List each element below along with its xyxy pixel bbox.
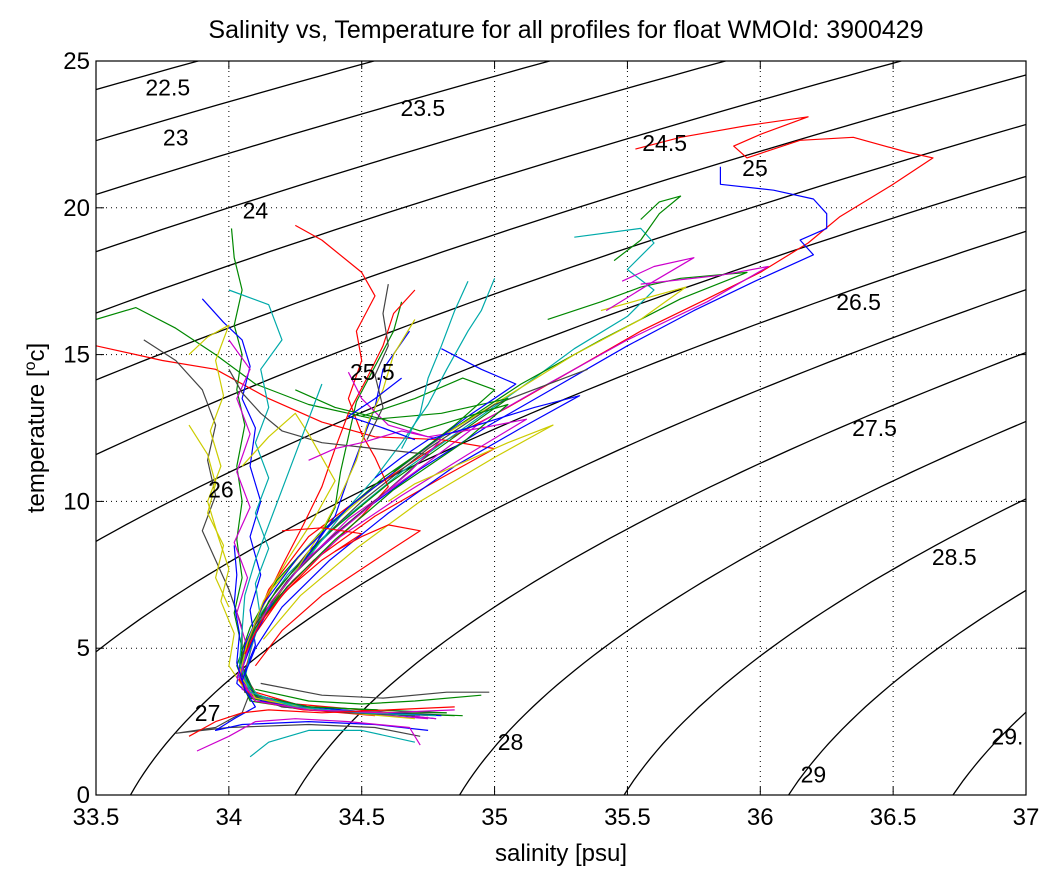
y-axis-label-prefix: temperature [ xyxy=(23,370,50,513)
profile-line xyxy=(262,424,554,640)
density-contour-label: 27.5 xyxy=(852,415,897,441)
x-tick-label: 33.5 xyxy=(73,804,120,831)
profile-line xyxy=(238,412,389,714)
y-axis-label-superscript: o xyxy=(22,361,39,370)
profile-line xyxy=(241,395,581,681)
density-contour-line xyxy=(294,351,1026,795)
profile-line xyxy=(96,307,509,714)
y-axis-label-suffix: c] xyxy=(23,343,50,362)
density-contour-line xyxy=(96,61,904,314)
x-tick-label: 34 xyxy=(216,804,243,831)
y-tick-label: 20 xyxy=(63,195,90,222)
y-tick-label: 0 xyxy=(77,782,90,809)
density-contour-line xyxy=(623,498,1026,795)
profile-line xyxy=(260,682,490,699)
plot-frame xyxy=(95,60,1027,796)
density-contour-line xyxy=(459,420,1026,795)
density-contour-label: 24.5 xyxy=(642,130,687,156)
x-tick-label: 37 xyxy=(1013,804,1040,831)
profile-line xyxy=(238,348,517,714)
profile-line xyxy=(605,257,695,312)
density-contour-label: 28 xyxy=(498,729,524,755)
profile-line xyxy=(196,718,421,752)
density-contour-label: 25.5 xyxy=(350,359,395,385)
density-contour-label: 24 xyxy=(243,198,269,224)
density-contour-labels: 22.5 23 23.5 24 24.5 25 25.5 26 26.5 27 27.5 28 28.5… xyxy=(145,74,1023,787)
profile-line xyxy=(613,195,682,262)
chart-title: Salinity vs, Temperature for all profile… xyxy=(208,16,923,44)
profile-line xyxy=(347,377,416,441)
density-contour-label: 22.5 xyxy=(145,74,190,100)
density-contour-line xyxy=(96,61,728,253)
x-tick-label: 36.5 xyxy=(870,804,917,831)
profile-line xyxy=(401,280,469,449)
profile-line xyxy=(188,424,230,608)
x-tick-label: 36 xyxy=(747,804,774,831)
y-tick-label: 10 xyxy=(63,488,90,515)
profile-line xyxy=(188,706,455,737)
density-contour-label: 29. xyxy=(991,723,1023,749)
y-tick-label: 5 xyxy=(77,635,90,662)
density-contour-line xyxy=(788,589,1026,795)
profile-line xyxy=(215,545,429,731)
x-axis: 33.5 34 34.5 35 35.5 36 36.5 37 xyxy=(73,61,1040,831)
density-contour-line xyxy=(96,74,1026,381)
x-tick-label: 34.5 xyxy=(338,804,385,831)
profile-line xyxy=(238,389,509,711)
profile-line xyxy=(249,729,416,758)
x-tick-label: 35 xyxy=(481,804,508,831)
y-tick-label: 25 xyxy=(63,48,90,75)
profile-line xyxy=(238,430,455,714)
profile-lines xyxy=(96,116,934,758)
density-contour-label: 26 xyxy=(208,477,234,503)
density-contour-line xyxy=(96,230,1026,653)
profile-line xyxy=(254,524,421,667)
y-axis-label: temperature [oc] xyxy=(22,343,50,513)
density-contour-label: 23.5 xyxy=(400,95,445,121)
profile-line xyxy=(238,383,437,717)
density-contour-label: 29 xyxy=(801,761,827,787)
profile-line xyxy=(230,228,463,717)
density-contour-line xyxy=(96,61,553,196)
y-tick-label: 15 xyxy=(63,342,90,369)
density-contour-label: 23 xyxy=(163,124,189,150)
profile-line xyxy=(255,688,482,705)
profile-line xyxy=(238,278,496,714)
x-tick-label: 35.5 xyxy=(604,804,651,831)
profile-line xyxy=(244,527,363,655)
y-axis: 0 5 10 15 20 25 xyxy=(63,48,1026,809)
density-contour-label: 28.5 xyxy=(932,544,977,570)
x-axis-label: salinity [psu] xyxy=(495,840,627,867)
density-contour-line xyxy=(96,123,1026,456)
density-contour-label: 26.5 xyxy=(836,289,881,315)
density-contour-label: 25 xyxy=(742,155,768,181)
profile-line xyxy=(361,377,496,473)
density-contour-label: 27 xyxy=(195,700,221,726)
profile-line xyxy=(366,283,389,440)
